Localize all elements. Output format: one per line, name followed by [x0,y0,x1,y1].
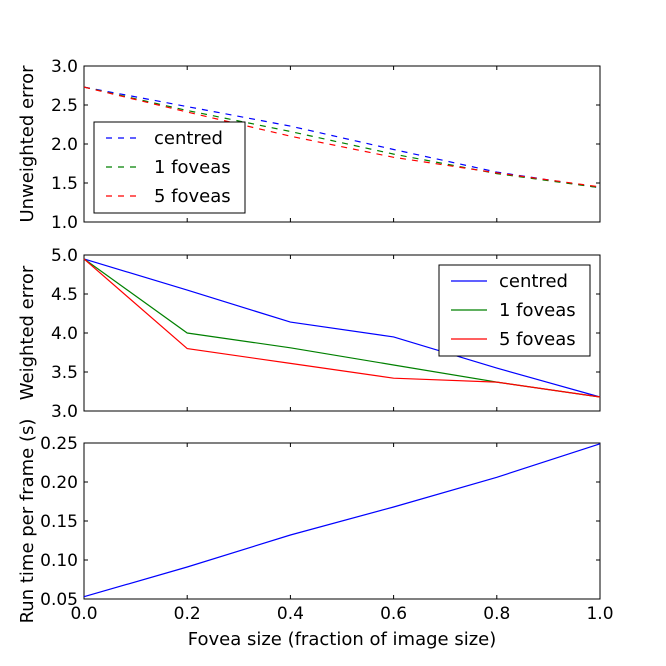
legend-label: 1 foveas [154,157,231,178]
y-tick-label: 4.0 [51,324,78,344]
y-tick-label: 2.0 [51,135,78,155]
x-tick-label: 0.8 [483,604,510,624]
series-line [83,86,601,189]
y-tick-label: 3.0 [51,57,78,77]
series-line [83,258,601,398]
y-axis-label: Weighted error [17,265,38,400]
y-tick-label: 0.25 [40,434,78,454]
series-1 [83,443,601,598]
y-tick-label: 0.05 [40,590,78,610]
legend-label: 1 foveas [499,300,576,321]
y-axis-label: Unweighted error [17,65,38,223]
series-5-foveas [83,258,601,398]
y-axis-label: Run time per frame (s) [17,419,38,624]
x-tick-label: 0.6 [380,604,407,624]
legend-label: 5 foveas [154,186,231,207]
y-tick-label: 2.5 [51,96,78,116]
panels: 1.0 1.5 2.0 2.5 3.0 Unweighted error centred 1 … [17,57,614,650]
legend: centred 1 foveas 5 foveas [438,264,591,357]
x-tick-label: 0.2 [174,604,201,624]
series-5-foveas [83,86,601,188]
y-tick-label: 0.20 [40,473,78,493]
x-tick-label: 0.4 [277,604,304,624]
legend-label: centred [154,128,223,149]
chart-panel-3: 0.05 0.10 0.15 0.20 0.25 0.0 0.2 0.4 0.6 0.8 1.0 Ru… [17,419,614,650]
chart-panel-1: 1.0 1.5 2.0 2.5 3.0 Unweighted error centred 1 … [17,57,601,233]
series-line [83,86,601,189]
legend: centred 1 foveas 5 foveas [93,121,246,214]
legend-label: centred [499,271,568,292]
x-tick-label: 0.0 [70,604,97,624]
series-line [83,258,601,398]
x-axis-label: Fovea size (fraction of image size) [188,629,497,650]
y-tick-label: 3.5 [51,363,78,383]
chart-panel-2: 3.0 3.5 4.0 4.5 5.0 Weighted error centred 1 fo… [17,246,601,422]
series-line [83,86,601,188]
legend-label: 5 foveas [499,329,576,350]
series-line [83,443,601,598]
y-tick-label: 3.0 [51,402,78,422]
y-tick-label: 5.0 [51,246,78,266]
y-tick-label: 1.5 [51,174,78,194]
y-tick-label: 4.5 [51,285,78,305]
y-tick-label: 1.0 [51,213,78,233]
y-tick-label: 0.10 [40,551,78,571]
x-tick-label: 1.0 [586,604,613,624]
y-tick-label: 0.15 [40,512,78,532]
